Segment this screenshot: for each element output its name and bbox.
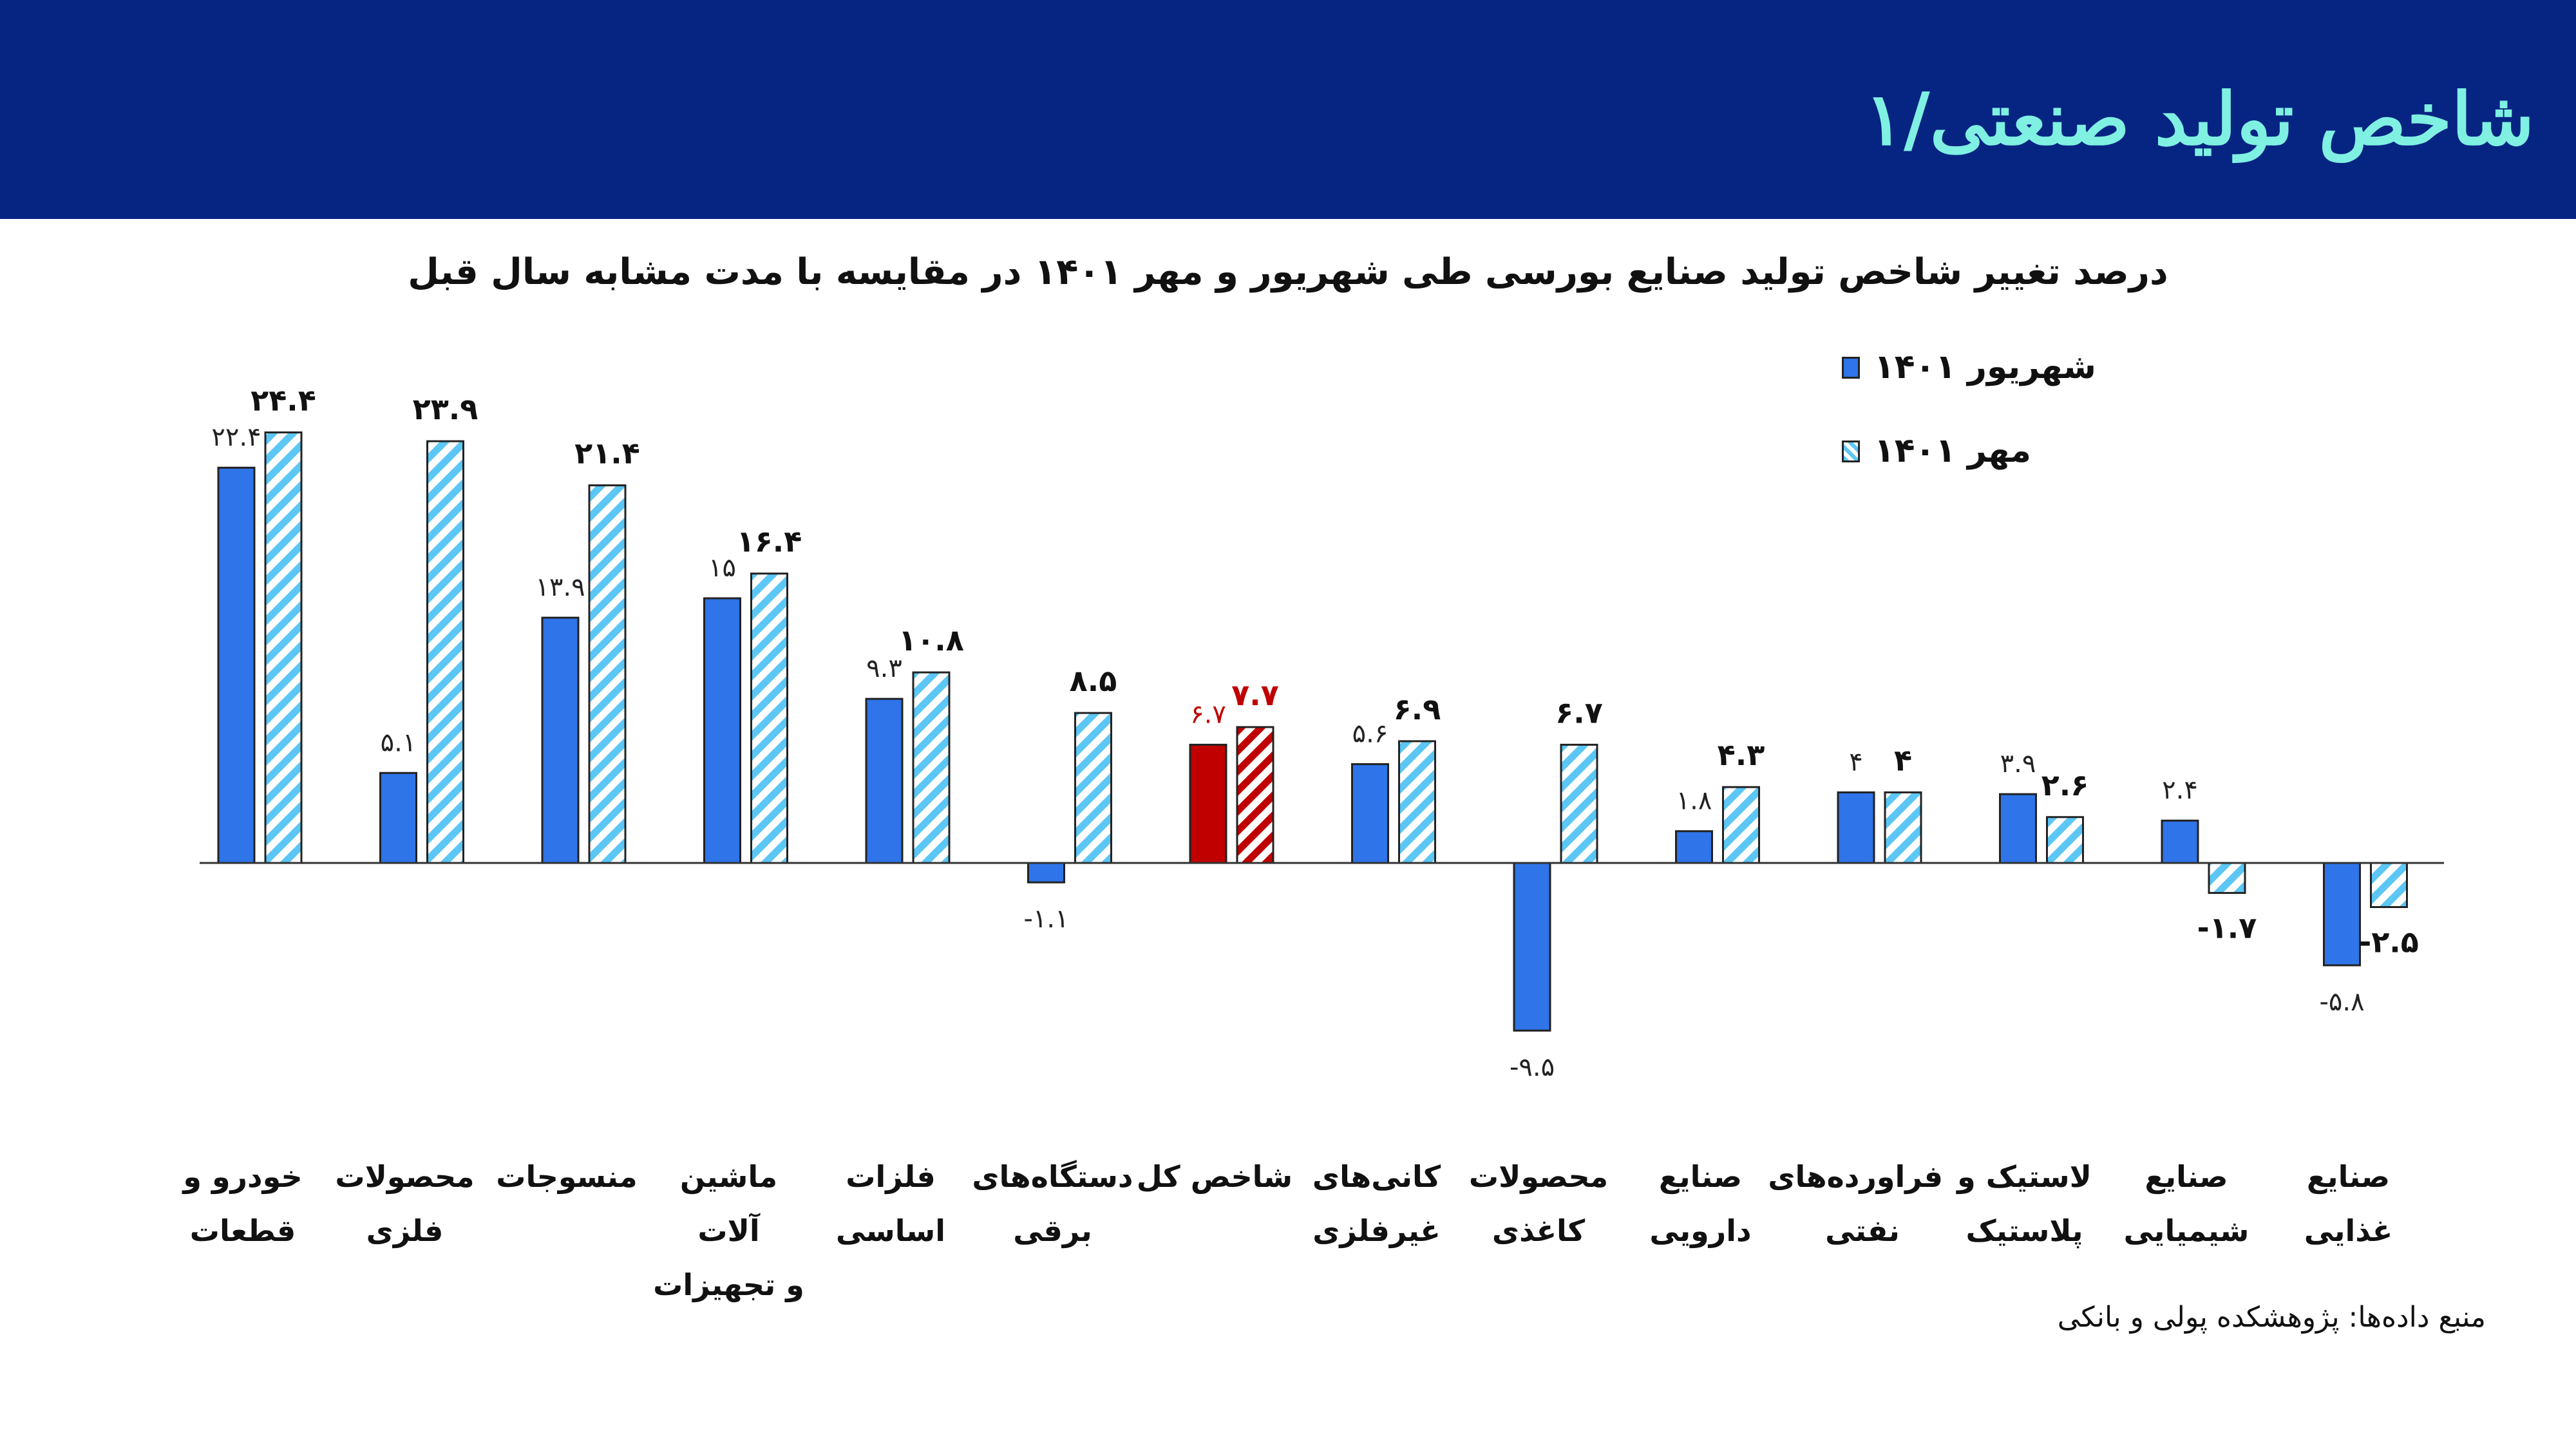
- data-label-series1: ۱.۸: [1676, 786, 1712, 816]
- header-bar: شاخص تولید صنعتی/۱: [0, 0, 2576, 219]
- legend-item-series2: مهر ۱۴۰۱: [1842, 431, 2112, 477]
- data-label-series2: -۲.۵: [2359, 925, 2419, 960]
- bar-series1: [1351, 763, 1389, 864]
- data-label-series1: ۳.۹: [2000, 749, 2036, 779]
- bar-series2: [2208, 862, 2246, 895]
- legend-label-series1: شهریور ۱۴۰۱: [1874, 348, 2096, 386]
- bar-series2: [264, 431, 303, 864]
- data-label-series1: ۵.۶: [1352, 719, 1388, 749]
- data-label-series2: ۶.۹: [1394, 692, 1441, 726]
- data-label-series2: ۱۶.۴: [737, 524, 802, 559]
- legend-item-series1: شهریور ۱۴۰۱: [1842, 348, 2112, 393]
- data-label-series2: ۴: [1894, 743, 1912, 777]
- data-label-series2: ۷.۷: [1231, 677, 1279, 712]
- data-label-series1: -۱.۱: [1023, 904, 1068, 934]
- category-label: محصولات کاغذی: [1468, 1159, 1609, 1248]
- bar-series1: [2323, 862, 2361, 967]
- data-label-series2: -۱.۷: [2197, 911, 2257, 945]
- bar-series2: [1074, 712, 1112, 864]
- data-label-series1: ۵.۱: [381, 728, 417, 757]
- bar-series2: [750, 573, 788, 864]
- category-label: خودرو و قطعات: [183, 1159, 303, 1248]
- bar-series2: [426, 440, 464, 864]
- data-label-series1: ۲.۴: [2162, 775, 2198, 805]
- data-label-series2: ۲۱.۴: [574, 436, 640, 471]
- bar-series1: [865, 697, 904, 864]
- legend-label-series2: مهر ۱۴۰۱: [1874, 431, 2031, 470]
- bar-series2: [1236, 726, 1274, 864]
- category-label: صنایع دارویی: [1649, 1159, 1752, 1248]
- bar-series1: [1513, 862, 1551, 1032]
- source-note: منبع داده‌ها: پژوهشکده پولی و بانکی: [2057, 1301, 2486, 1334]
- bar-series1: [217, 466, 256, 864]
- data-label-series2: ۸.۵: [1070, 663, 1117, 698]
- category-label: صنایع غذایی: [2304, 1159, 2393, 1248]
- data-label-series1: -۹.۵: [1510, 1052, 1555, 1082]
- bar-series2: [1722, 786, 1760, 864]
- data-label-series1: ۱۵: [708, 553, 736, 583]
- bar-series2: [912, 671, 951, 864]
- bar-series2: [2370, 862, 2408, 908]
- data-label-series1: ۶.۷: [1190, 699, 1226, 729]
- data-label-series1: ۴: [1849, 747, 1862, 777]
- bar-series1: [1999, 793, 2037, 864]
- bar-series1: [703, 597, 741, 864]
- data-label-series2: ۴.۳: [1718, 737, 1765, 772]
- category-label: کانی‌های غیرفلزی: [1312, 1159, 1441, 1248]
- category-label: ماشین آلات و تجهیزات: [653, 1159, 804, 1302]
- category-label: صنایع شیمیایی: [2123, 1159, 2249, 1248]
- category-label: منسوجات: [496, 1159, 638, 1194]
- bar-series1: [1675, 830, 1713, 864]
- bar-series1: [2161, 819, 2199, 864]
- legend-swatch-hatched: [1842, 440, 1860, 462]
- bar-series2: [1398, 740, 1436, 864]
- data-label-series1: ۹.۳: [866, 654, 902, 683]
- data-label-series2: ۲۴.۴: [251, 383, 316, 417]
- page-title: شاخص تولید صنعتی/۱: [1864, 77, 2534, 162]
- data-label-series1: ۱۳.۹: [535, 573, 585, 602]
- bar-series1: [1837, 791, 1875, 864]
- bar-series2: [1560, 743, 1598, 864]
- category-label: دستگاه‌های برقی: [972, 1159, 1133, 1248]
- data-label-series1: ۲۲.۴: [211, 422, 261, 452]
- bar-series2: [588, 484, 627, 864]
- bar-series2: [2046, 816, 2084, 864]
- category-label: فلزات اساسی: [835, 1159, 946, 1248]
- category-label: محصولات فلزی: [335, 1159, 475, 1248]
- data-label-series2: ۲۳.۹: [413, 392, 478, 426]
- chart-title: درصد تغییر شاخص تولید صنایع بورسی طی شهر…: [408, 251, 2168, 293]
- category-label: لاستیک و پلاستیک: [1957, 1159, 2092, 1248]
- bar-series1: [379, 772, 417, 864]
- legend-swatch-solid: [1842, 357, 1860, 379]
- bar-series2: [1884, 791, 1922, 864]
- data-label-series1: -۵.۸: [2319, 987, 2364, 1017]
- data-label-series2: ۲.۶: [2041, 768, 2089, 802]
- bar-series1: [1027, 862, 1065, 884]
- data-label-series2: ۶.۷: [1555, 695, 1603, 730]
- category-label: فراورده‌های نفتی: [1768, 1159, 1943, 1248]
- category-label: شاخص کل: [1136, 1159, 1293, 1194]
- bar-series1: [541, 616, 580, 864]
- data-label-series2: ۱۰.۸: [898, 623, 964, 658]
- bar-series1: [1189, 743, 1227, 864]
